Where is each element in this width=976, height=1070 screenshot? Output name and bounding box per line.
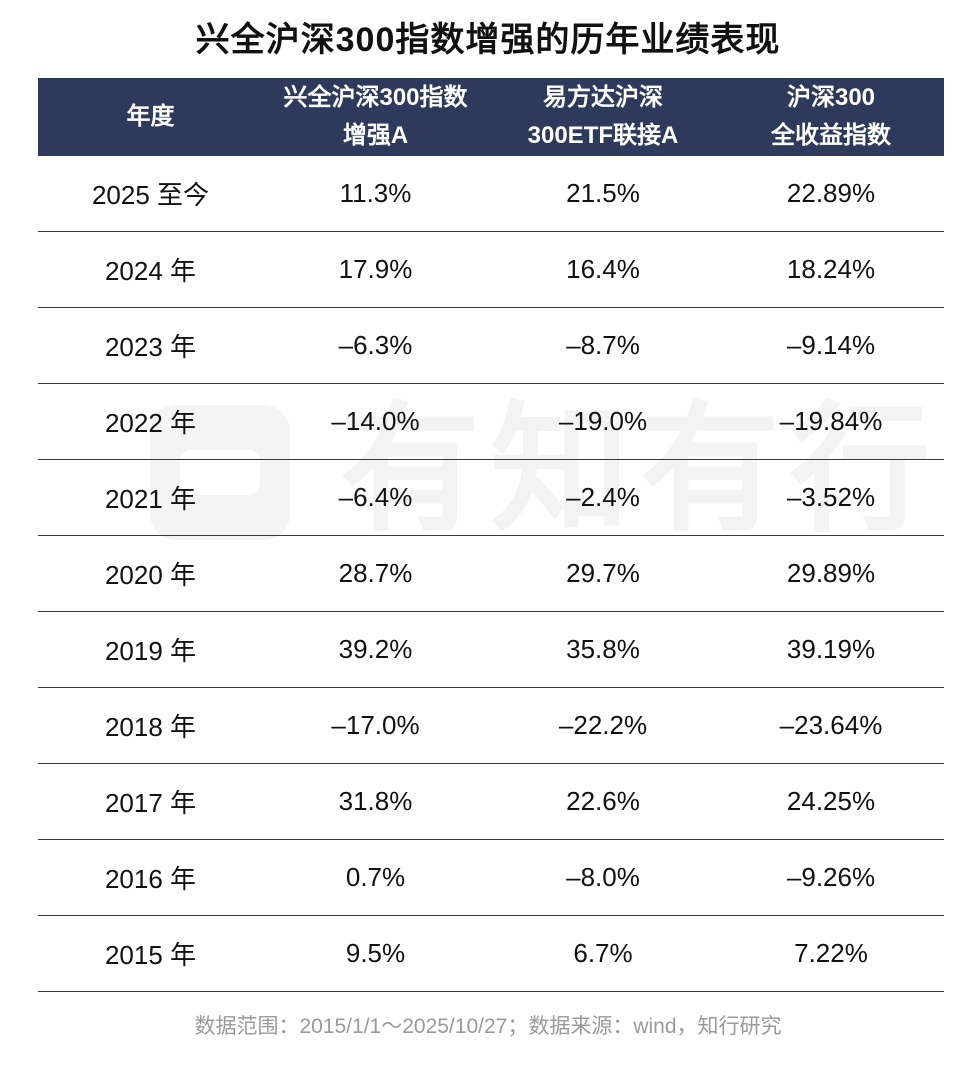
xingquan-return-cell: 0.7%: [263, 839, 488, 916]
efunds-return-cell: –22.2%: [488, 687, 718, 764]
xingquan-return-cell: –6.3%: [263, 307, 488, 384]
table-row: 2020 年 28.7% 29.7% 29.89%: [38, 535, 944, 612]
efunds-return-cell: 35.8%: [488, 611, 718, 688]
header-year: 年度: [38, 78, 263, 156]
xingquan-return-cell: 31.8%: [263, 763, 488, 840]
page-title: 兴全沪深300指数增强的历年业绩表现: [195, 21, 781, 59]
year-cell: 2019 年: [38, 611, 263, 688]
xingquan-return-cell: –17.0%: [263, 687, 488, 764]
csi300-return-cell: 7.22%: [718, 915, 944, 992]
efunds-return-cell: 16.4%: [488, 231, 718, 308]
year-cell: 2017 年: [38, 763, 263, 840]
footnote-source: 数据范围：2015/1/1～2025/10/27；数据来源：wind，知行研究: [194, 1015, 782, 1038]
year-cell: 2022 年: [38, 383, 263, 460]
efunds-return-cell: 6.7%: [488, 915, 718, 992]
table-row: 2017 年 31.8% 22.6% 24.25%: [38, 763, 944, 840]
efunds-return-cell: 22.6%: [488, 763, 718, 840]
header-index-csi300-line-2: 全收益指数: [771, 122, 891, 149]
csi300-return-cell: 18.24%: [718, 231, 944, 308]
header-fund-xingquan: 兴全沪深300指数 增强A: [263, 78, 488, 156]
table-row: 2015 年 9.5% 6.7% 7.22%: [38, 915, 944, 992]
xingquan-return-cell: –6.4%: [263, 459, 488, 536]
csi300-return-cell: 39.19%: [718, 611, 944, 688]
efunds-return-cell: –2.4%: [488, 459, 718, 536]
year-cell: 2023 年: [38, 307, 263, 384]
year-cell: 2021 年: [38, 459, 263, 536]
header-index-csi300-line-1: 沪深300: [786, 84, 876, 111]
year-cell: 2025 至今: [38, 156, 263, 232]
header-fund-efunds-line-1: 易方达沪深: [543, 84, 663, 111]
header-index-csi300: 沪深300 全收益指数: [718, 78, 944, 156]
xingquan-return-cell: 9.5%: [263, 915, 488, 992]
table-row: 2018 年 –17.0% –22.2% –23.64%: [38, 687, 944, 764]
csi300-return-cell: –23.64%: [718, 687, 944, 764]
xingquan-return-cell: 39.2%: [263, 611, 488, 688]
csi300-return-cell: 29.89%: [718, 535, 944, 612]
csi300-return-cell: –9.26%: [718, 839, 944, 916]
csi300-return-cell: –3.52%: [718, 459, 944, 536]
csi300-return-cell: –9.14%: [718, 307, 944, 384]
table-row: 2019 年 39.2% 35.8% 39.19%: [38, 611, 944, 688]
table-row: 2016 年 0.7% –8.0% –9.26%: [38, 839, 944, 916]
csi300-return-cell: –19.84%: [718, 383, 944, 460]
header-fund-efunds-line-2: 300ETF联接A: [527, 122, 679, 149]
year-cell: 2024 年: [38, 231, 263, 308]
xingquan-return-cell: –14.0%: [263, 383, 488, 460]
table-body: 2025 至今 11.3% 21.5% 22.89% 2024 年 17.9% 16.4% 1…: [38, 156, 944, 992]
table-row: 2021 年 –6.4% –2.4% –3.52%: [38, 459, 944, 536]
year-cell: 2016 年: [38, 839, 263, 916]
efunds-return-cell: –8.0%: [488, 839, 718, 916]
csi300-return-cell: 22.89%: [718, 156, 944, 232]
xingquan-return-cell: 11.3%: [263, 156, 488, 232]
efunds-return-cell: –8.7%: [488, 307, 718, 384]
csi300-return-cell: 24.25%: [718, 763, 944, 840]
xingquan-return-cell: 28.7%: [263, 535, 488, 612]
table-row: 2023 年 –6.3% –8.7% –9.14%: [38, 307, 944, 384]
performance-table: 年度 兴全沪深300指数 增强A 易方达沪深 300ETF联接A 沪深300 全…: [38, 78, 944, 992]
header-fund-efunds: 易方达沪深 300ETF联接A: [488, 78, 718, 156]
year-cell: 2018 年: [38, 687, 263, 764]
efunds-return-cell: –19.0%: [488, 383, 718, 460]
header-fund-xingquan-line-1: 兴全沪深300指数: [283, 84, 468, 111]
efunds-return-cell: 21.5%: [488, 156, 718, 232]
efunds-return-cell: 29.7%: [488, 535, 718, 612]
year-cell: 2020 年: [38, 535, 263, 612]
table-row: 2024 年 17.9% 16.4% 18.24%: [38, 231, 944, 308]
xingquan-return-cell: 17.9%: [263, 231, 488, 308]
table-row: 2025 至今 11.3% 21.5% 22.89%: [38, 156, 944, 232]
year-cell: 2015 年: [38, 915, 263, 992]
table-header-row: 年度 兴全沪深300指数 增强A 易方达沪深 300ETF联接A 沪深300 全…: [38, 78, 944, 156]
header-year-line-1: 年度: [126, 103, 175, 130]
table-row: 2022 年 –14.0% –19.0% –19.84%: [38, 383, 944, 460]
header-fund-xingquan-line-2: 增强A: [342, 122, 409, 149]
